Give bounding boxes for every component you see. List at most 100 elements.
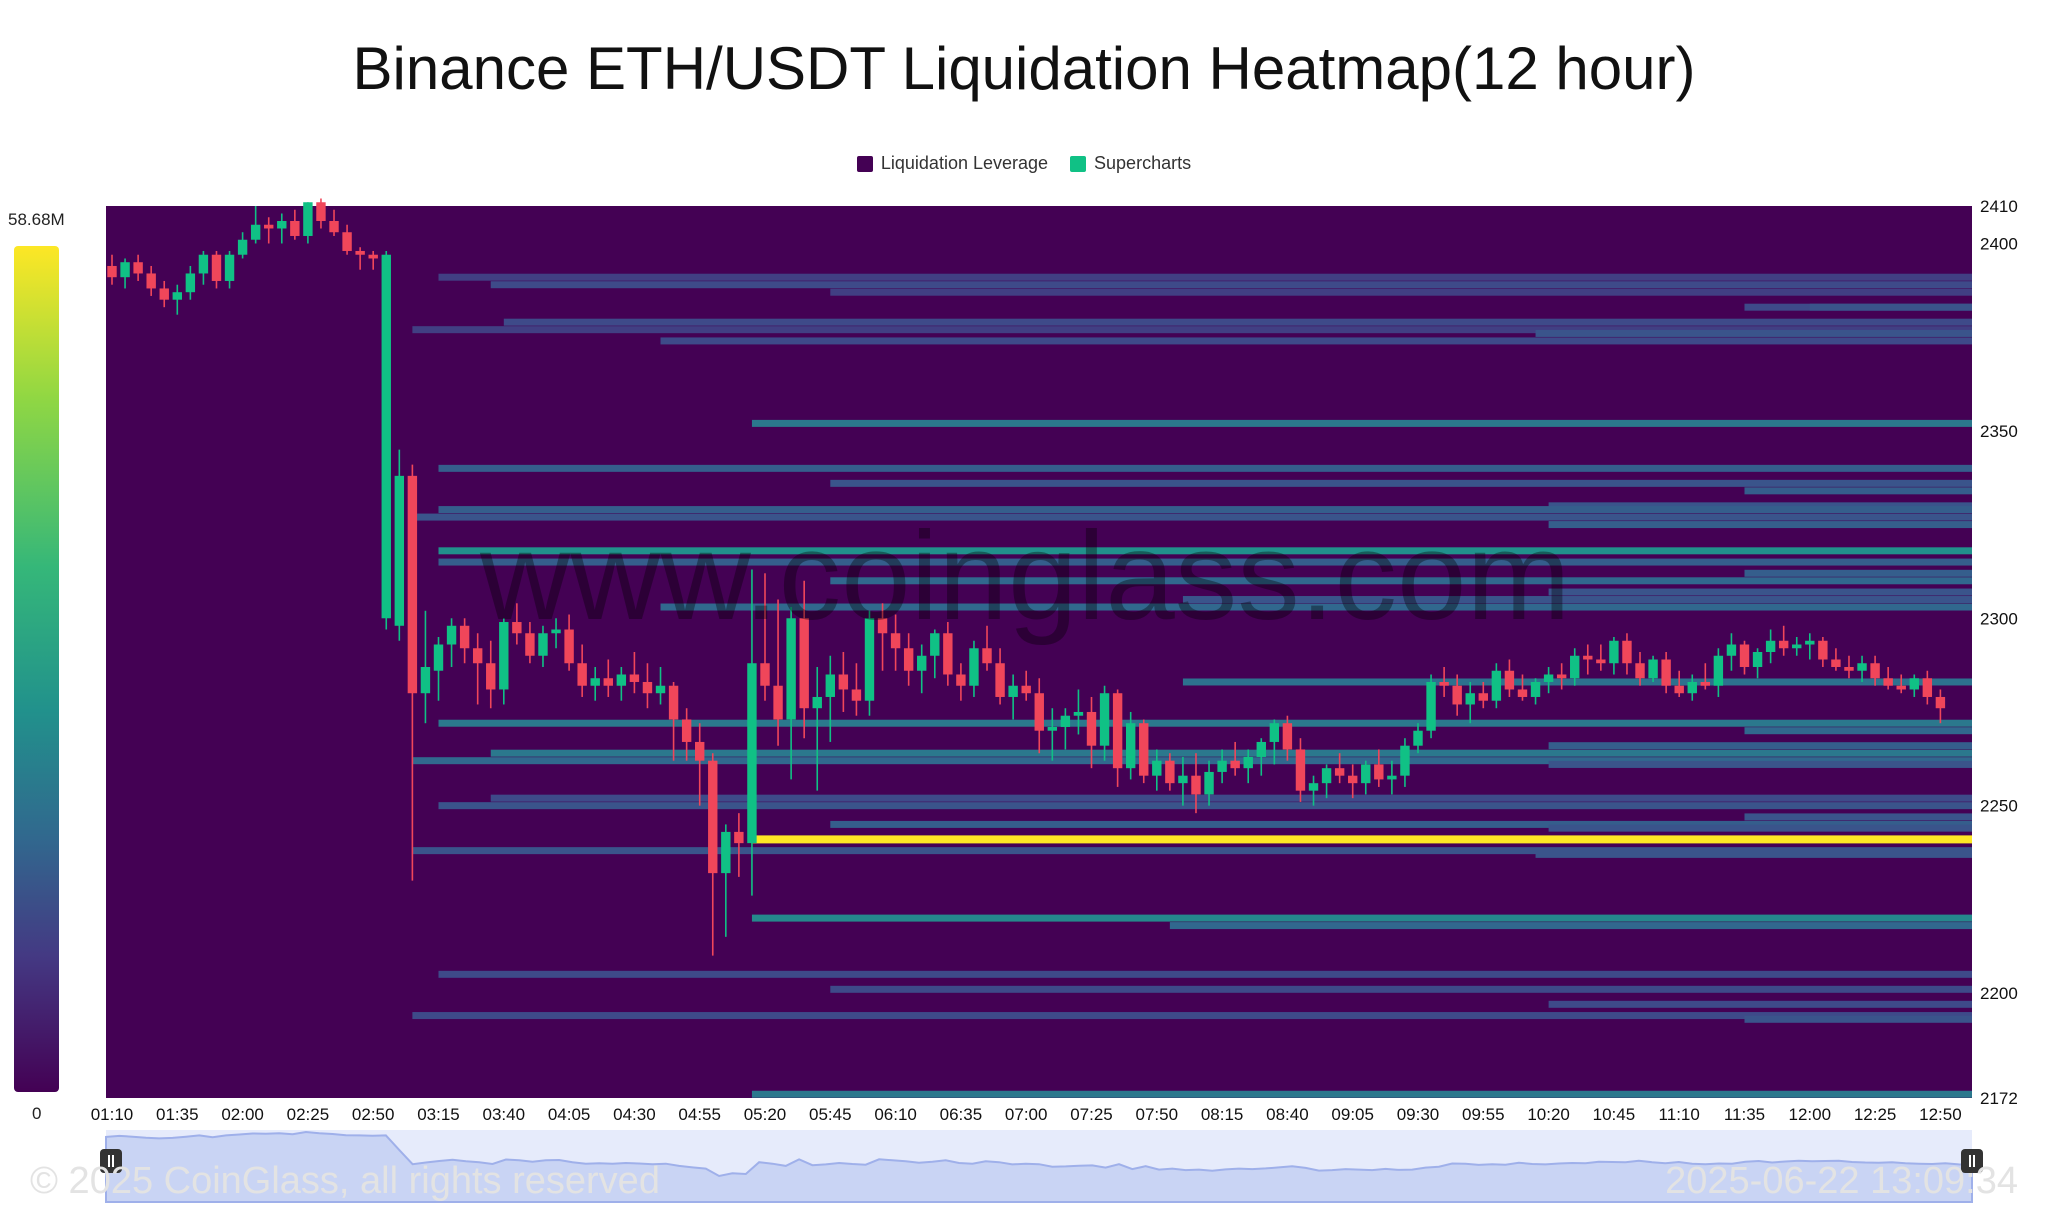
candle bbox=[956, 663, 966, 701]
candle bbox=[681, 708, 692, 761]
liquidation-band bbox=[830, 288, 1972, 296]
candle bbox=[1883, 666, 1893, 690]
candle bbox=[1517, 674, 1528, 701]
candle bbox=[1622, 633, 1632, 675]
candle bbox=[708, 753, 718, 956]
candle bbox=[1008, 674, 1018, 720]
candle bbox=[1230, 741, 1240, 776]
liquidation-band bbox=[412, 326, 1972, 334]
x-tick-label: 09:30 bbox=[1397, 1105, 1440, 1124]
candle bbox=[1047, 708, 1058, 761]
candle bbox=[1034, 678, 1044, 754]
candle bbox=[1818, 637, 1828, 667]
y-tick-label: 2410 bbox=[1980, 197, 2018, 216]
candle bbox=[812, 666, 822, 791]
liquidation-band bbox=[412, 1012, 1972, 1020]
candle bbox=[943, 622, 953, 686]
candle bbox=[903, 633, 914, 686]
liquidation-band bbox=[438, 719, 1972, 727]
liquidation-band bbox=[1169, 922, 1972, 930]
candle bbox=[1361, 760, 1371, 795]
liquidation-band bbox=[1548, 588, 1972, 596]
candle bbox=[250, 206, 261, 244]
candle bbox=[1191, 753, 1201, 814]
candle bbox=[1321, 764, 1332, 799]
candle bbox=[1139, 719, 1149, 784]
candle bbox=[329, 209, 339, 236]
x-tick-label: 09:05 bbox=[1331, 1105, 1374, 1124]
candle bbox=[1530, 678, 1541, 705]
range-navigator[interactable] bbox=[100, 1130, 1983, 1203]
x-axis: 01:10 01:35 02:00 02:25 02:50 03:15 03:40 04:05… bbox=[91, 1105, 1962, 1124]
liquidation-band bbox=[1548, 742, 1972, 750]
liquidation-band bbox=[660, 603, 1972, 611]
navigator-right-handle[interactable] bbox=[1961, 1149, 1983, 1173]
candle bbox=[237, 232, 248, 259]
candle bbox=[1112, 689, 1123, 787]
legend-item-supercharts[interactable]: Supercharts bbox=[1070, 153, 1191, 174]
liquidation-band bbox=[1744, 487, 1972, 495]
candle bbox=[1125, 711, 1136, 780]
candle bbox=[1831, 648, 1841, 671]
x-tick-label: 10:20 bbox=[1527, 1105, 1570, 1124]
liquidation-band bbox=[1535, 850, 1972, 858]
candle bbox=[1334, 753, 1345, 784]
legend-item-liquidation-leverage[interactable]: Liquidation Leverage bbox=[856, 153, 1048, 174]
navigator-left-handle[interactable] bbox=[100, 1149, 122, 1173]
liquidation-band bbox=[490, 281, 1972, 289]
candle bbox=[616, 666, 627, 701]
x-tick-label: 04:55 bbox=[678, 1105, 721, 1124]
x-tick-label: 03:40 bbox=[483, 1105, 526, 1124]
candle bbox=[120, 258, 130, 289]
candle bbox=[446, 618, 457, 667]
x-tick-label: 01:35 bbox=[156, 1105, 199, 1124]
liquidation-band bbox=[751, 914, 1973, 922]
candle bbox=[1269, 719, 1280, 765]
x-tick-label: 05:20 bbox=[744, 1105, 787, 1124]
liquidation-band bbox=[751, 419, 1973, 427]
candle bbox=[694, 723, 705, 806]
y-tick-label: 2300 bbox=[1980, 609, 2018, 628]
candle bbox=[1491, 663, 1502, 709]
candle bbox=[394, 449, 405, 641]
candle bbox=[1504, 659, 1515, 697]
colorscale-bar[interactable] bbox=[14, 246, 59, 1092]
x-tick-label: 04:30 bbox=[613, 1105, 656, 1124]
candle bbox=[1700, 663, 1711, 690]
candle bbox=[1570, 648, 1580, 686]
candle bbox=[1661, 652, 1671, 694]
liquidation-band bbox=[438, 506, 1972, 514]
candle bbox=[355, 247, 365, 270]
candle bbox=[107, 254, 117, 285]
candle bbox=[1765, 629, 1776, 664]
candle bbox=[1687, 674, 1697, 701]
x-tick-label: 02:25 bbox=[287, 1105, 330, 1124]
candle bbox=[1086, 696, 1097, 769]
x-tick-label: 08:40 bbox=[1266, 1105, 1309, 1124]
candle bbox=[1178, 756, 1188, 806]
candle bbox=[224, 250, 235, 289]
y-tick-label: 2250 bbox=[1980, 797, 2018, 816]
x-tick-label: 02:50 bbox=[352, 1105, 395, 1124]
candle bbox=[1021, 670, 1031, 701]
x-tick-label: 11:10 bbox=[1659, 1105, 1700, 1124]
candle bbox=[786, 607, 796, 780]
candle bbox=[525, 622, 535, 664]
candle bbox=[1439, 666, 1449, 697]
candle bbox=[407, 464, 418, 881]
candle bbox=[629, 652, 640, 694]
candle bbox=[1282, 715, 1293, 761]
candle bbox=[277, 213, 287, 244]
candle bbox=[1805, 633, 1815, 660]
candle bbox=[668, 681, 679, 761]
liquidation-band bbox=[412, 757, 1972, 765]
candle bbox=[1922, 670, 1933, 705]
candle bbox=[1400, 738, 1410, 787]
liquidation-band bbox=[830, 479, 1972, 487]
candle bbox=[1726, 633, 1737, 671]
watermark-copyright: © 2025 CoinGlass, all rights reserved bbox=[30, 1160, 660, 1202]
candle bbox=[1256, 738, 1266, 776]
candle bbox=[1478, 681, 1489, 709]
candle bbox=[551, 618, 561, 649]
